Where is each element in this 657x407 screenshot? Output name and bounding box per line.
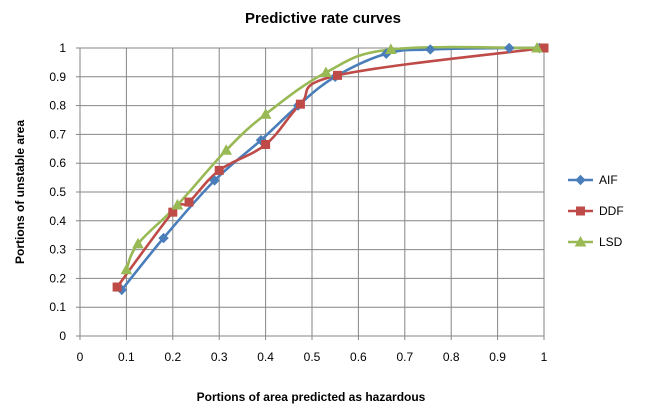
y-tick-label: 0.5 <box>49 185 66 199</box>
point-lsd <box>132 237 144 249</box>
point-ddf <box>184 197 194 207</box>
legend-marker-lsd <box>574 235 587 247</box>
y-tick-label: 0 <box>59 329 66 343</box>
legend-label-lsd: LSD <box>599 235 623 249</box>
point-ddf <box>261 139 271 149</box>
legend-label-ddf: DDF <box>599 204 624 218</box>
series-markers <box>112 41 549 296</box>
y-tick-label: 0.6 <box>49 156 66 170</box>
y-tick-label: 0.3 <box>49 243 66 257</box>
y-tick-label: 0.4 <box>49 214 66 228</box>
x-tick-label: 0.8 <box>443 350 460 364</box>
point-ddf <box>295 99 305 109</box>
x-tick-label: 0.3 <box>211 350 228 364</box>
legend-item-aif: AIF <box>568 173 618 187</box>
x-tick-label: 0.9 <box>489 350 506 364</box>
point-aif <box>209 175 220 186</box>
point-lsd <box>171 198 184 210</box>
legend-marker-aif <box>575 174 586 186</box>
x-tick-label: 0.4 <box>257 350 274 364</box>
x-tick-label: 0.1 <box>118 350 135 364</box>
series-line-lsd <box>125 45 539 272</box>
legend-item-lsd: LSD <box>568 235 623 249</box>
y-tick-label: 0.8 <box>49 99 66 113</box>
x-tick-label: 0.2 <box>164 350 181 364</box>
y-axis-label: Portions of unstable area <box>13 120 27 264</box>
point-lsd <box>220 144 233 155</box>
point-lsd <box>320 66 332 77</box>
series-line-ddf <box>115 46 546 289</box>
series-lines <box>115 45 546 292</box>
x-tick-label: 1 <box>541 350 548 364</box>
legend: AIF DDF LSD <box>568 173 624 249</box>
x-tick-label: 0.6 <box>350 350 367 364</box>
point-lsd <box>385 43 397 54</box>
point-aif <box>503 42 515 54</box>
point-lsd <box>531 41 543 53</box>
legend-marker-ddf <box>576 206 585 216</box>
grid <box>80 47 545 336</box>
x-tick-label: 0 <box>77 350 84 364</box>
point-lsd <box>259 108 272 119</box>
tick-labels: 0 0.1 0.2 0.3 0.4 0.5 0.6 0.7 0.8 0.9 1 0 0.1 0.2 0.3 0… <box>49 41 547 364</box>
point-ddf <box>112 282 122 292</box>
y-tick-label: 0.9 <box>49 70 66 84</box>
point-ddf <box>333 70 343 80</box>
point-ddf <box>214 165 224 175</box>
x-tick-label: 0.7 <box>396 350 413 364</box>
chart-title: Predictive rate curves <box>245 10 401 27</box>
y-tick-label: 0.1 <box>49 300 66 314</box>
x-axis-label: Portions of area predicted as hazardous <box>197 390 426 404</box>
point-aif <box>425 44 436 55</box>
series-line-aif <box>120 46 541 292</box>
y-tick-label: 0.7 <box>49 127 66 141</box>
point-lsd <box>120 263 133 275</box>
legend-item-ddf: DDF <box>568 204 624 218</box>
y-tick-label: 0.2 <box>49 271 66 285</box>
x-tick-label: 0.5 <box>304 350 321 364</box>
point-aif <box>158 232 169 244</box>
y-tick-label: 1 <box>59 41 66 55</box>
legend-label-aif: AIF <box>599 173 618 187</box>
axes <box>76 47 545 340</box>
